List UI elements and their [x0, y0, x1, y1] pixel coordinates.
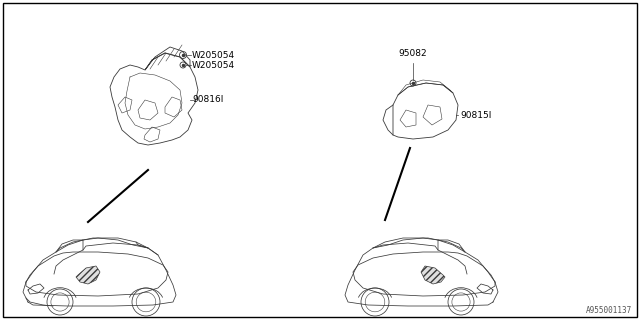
Text: W205054: W205054 [192, 60, 235, 69]
Text: 90816I: 90816I [192, 95, 223, 105]
Polygon shape [421, 266, 445, 284]
Text: A955001137: A955001137 [586, 306, 632, 315]
Text: 90815I: 90815I [460, 110, 492, 119]
Polygon shape [76, 266, 100, 284]
Text: W205054: W205054 [192, 51, 235, 60]
Text: 95082: 95082 [398, 49, 427, 58]
